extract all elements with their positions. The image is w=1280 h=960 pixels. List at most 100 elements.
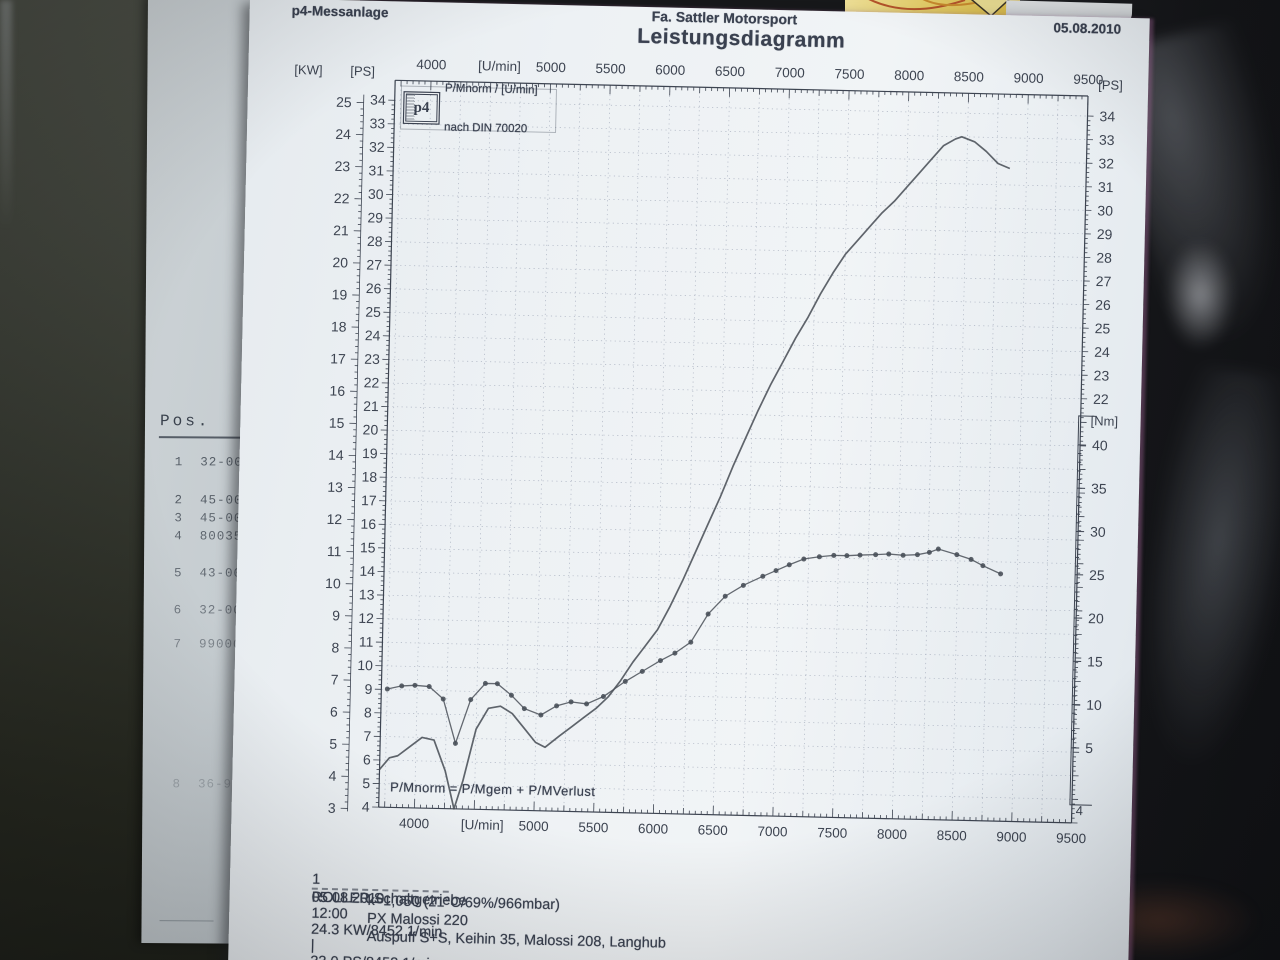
svg-text:9: 9 — [332, 607, 340, 623]
grid — [378, 80, 1089, 824]
svg-text:35: 35 — [1091, 480, 1107, 496]
ps-axis-left: 4 5 6 7 8 9 10 11 12 13 14 15 16 17 18 19 20 21 22 23 24 25 26… — [350, 63, 395, 815]
svg-text:7500: 7500 — [834, 66, 864, 82]
svg-text:20: 20 — [1088, 610, 1104, 626]
svg-text:10: 10 — [1086, 697, 1102, 713]
nm-axis: 5 10 15 20 25 30 35 40 [Nm] — [1069, 413, 1118, 806]
svg-text:15: 15 — [1087, 653, 1103, 669]
result-power-ps: 33.0 PS/8452 1/min — [310, 954, 438, 960]
svg-text:6: 6 — [330, 704, 338, 720]
svg-text:16: 16 — [360, 516, 376, 532]
svg-text:11: 11 — [359, 633, 374, 649]
svg-text:25: 25 — [1095, 320, 1111, 336]
svg-text:5: 5 — [329, 736, 337, 752]
svg-text:6000: 6000 — [638, 821, 668, 837]
plot-border — [378, 79, 1089, 824]
company-name: Fa. Sattler Motorsport — [651, 8, 798, 28]
svg-text:22: 22 — [364, 374, 380, 390]
svg-text:6500: 6500 — [698, 822, 728, 838]
svg-text:7000: 7000 — [757, 824, 787, 840]
svg-text:30: 30 — [1090, 524, 1106, 540]
left-edge-glint — [0, 0, 12, 230]
svg-text:7: 7 — [331, 671, 339, 687]
svg-text:29: 29 — [1097, 226, 1113, 242]
svg-text:7000: 7000 — [775, 65, 805, 81]
svg-text:34: 34 — [1099, 108, 1115, 124]
svg-text:5000: 5000 — [536, 60, 566, 76]
result-time: 12:00 — [311, 905, 348, 923]
svg-text:31: 31 — [1098, 179, 1114, 195]
svg-text:14: 14 — [328, 447, 344, 463]
svg-text:[PS]: [PS] — [1098, 77, 1123, 93]
svg-text:24: 24 — [335, 126, 351, 142]
svg-text:22: 22 — [334, 190, 350, 206]
svg-text:8: 8 — [364, 704, 372, 720]
svg-text:4000: 4000 — [399, 816, 429, 832]
svg-text:26: 26 — [1095, 297, 1111, 313]
legend-text: P/Mnorm / [U/min] nach DIN 70020 — [443, 56, 538, 162]
svg-text:30: 30 — [368, 186, 384, 202]
dyno-chart-paper: p4-Messanlage Fa. Sattler Motorsport Lei… — [227, 0, 1150, 960]
svg-text:9: 9 — [364, 681, 372, 697]
svg-text:[Nm]: [Nm] — [1090, 413, 1118, 429]
svg-text:12: 12 — [358, 610, 374, 626]
torque-curve — [384, 546, 1004, 746]
fold-mark — [159, 920, 214, 922]
svg-text:40: 40 — [1092, 437, 1108, 453]
x-axis-ticks — [378, 80, 1089, 823]
svg-text:5: 5 — [362, 775, 370, 791]
svg-text:20: 20 — [362, 421, 378, 437]
svg-text:8000: 8000 — [894, 68, 924, 84]
dyno-chart: 4000 4000 5000 5000 5500 5500 6000 6000 6500 6500… — [294, 57, 1123, 846]
svg-text:30: 30 — [1097, 202, 1113, 218]
svg-text:12: 12 — [326, 511, 342, 527]
svg-text:9500: 9500 — [1056, 831, 1086, 847]
svg-text:4: 4 — [362, 799, 370, 815]
svg-text:19: 19 — [362, 445, 378, 461]
svg-text:33: 33 — [1099, 132, 1115, 148]
svg-text:17: 17 — [361, 492, 377, 508]
svg-text:29: 29 — [367, 209, 383, 225]
svg-text:18: 18 — [361, 469, 377, 485]
power-curve — [378, 135, 1011, 810]
svg-text:32: 32 — [369, 139, 385, 155]
svg-text:5: 5 — [1085, 740, 1093, 756]
svg-text:[PS]: [PS] — [350, 63, 375, 79]
svg-text:19: 19 — [332, 286, 348, 302]
svg-text:21: 21 — [333, 222, 349, 238]
p4-logo: p4 — [405, 93, 438, 123]
svg-text:34: 34 — [370, 92, 386, 108]
svg-text:9000: 9000 — [1013, 70, 1043, 86]
svg-text:5000: 5000 — [518, 818, 548, 834]
svg-text:5500: 5500 — [578, 820, 608, 836]
chart-legend: p4 P/Mnorm / [U/min] nach DIN 70020 — [400, 82, 558, 135]
svg-text:7500: 7500 — [817, 825, 847, 841]
svg-text:17: 17 — [330, 350, 346, 366]
report-date: 05.08.2010 — [1053, 20, 1122, 37]
app-title: p4-Messanlage — [291, 2, 389, 21]
svg-text:20: 20 — [332, 254, 348, 270]
svg-text:11: 11 — [327, 543, 342, 559]
svg-text:25: 25 — [336, 94, 352, 110]
svg-text:23: 23 — [334, 158, 350, 174]
svg-text:8500: 8500 — [937, 828, 967, 844]
svg-text:4: 4 — [328, 768, 336, 784]
svg-text:8000: 8000 — [877, 826, 907, 842]
svg-text:23: 23 — [1093, 367, 1109, 383]
svg-text:24: 24 — [365, 327, 381, 343]
svg-text:9000: 9000 — [996, 829, 1026, 845]
svg-text:8: 8 — [331, 639, 339, 655]
svg-text:6000: 6000 — [655, 62, 685, 78]
svg-text:15: 15 — [329, 415, 345, 431]
svg-text:22: 22 — [1093, 391, 1109, 407]
svg-text:4: 4 — [1076, 803, 1084, 818]
svg-text:28: 28 — [1096, 249, 1112, 265]
svg-text:16: 16 — [329, 383, 345, 399]
svg-text:23: 23 — [364, 351, 380, 367]
sticker-artwork — [868, 0, 1010, 17]
svg-text:25: 25 — [365, 304, 381, 320]
legend-line2: nach DIN 70020 — [443, 121, 528, 136]
x-axis-labels: 4000 4000 5000 5000 5500 5500 6000 6000 6500 6500… — [399, 57, 1104, 846]
svg-text:33: 33 — [369, 115, 385, 131]
